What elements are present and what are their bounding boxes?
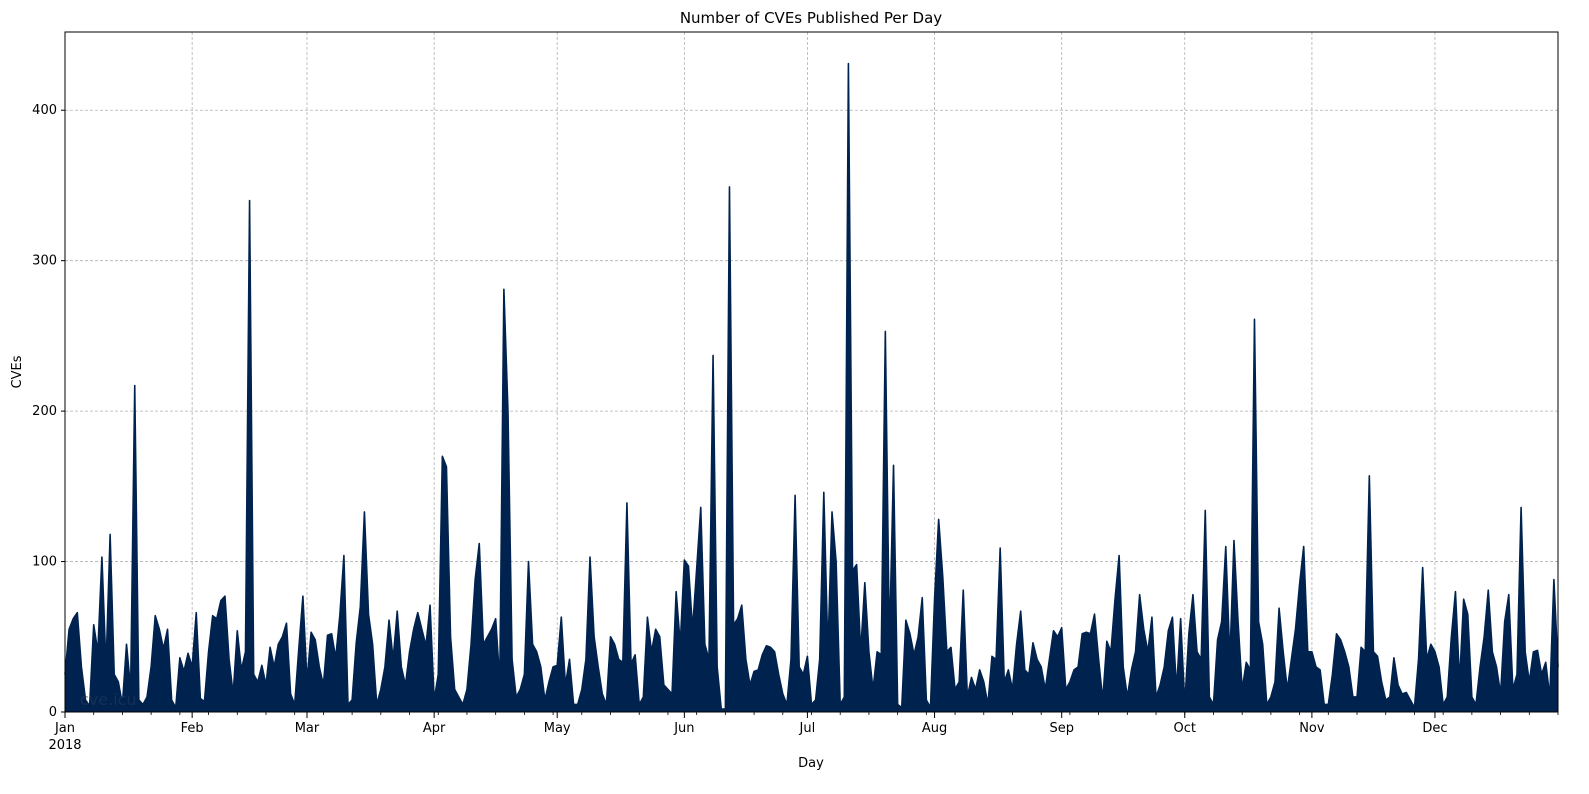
x-tick-label: Aug <box>922 721 947 736</box>
plot-frame <box>64 31 1559 713</box>
y-axis-label: CVEs <box>10 355 25 388</box>
cves-area-series <box>65 63 1558 712</box>
y-tick-label: 0 <box>49 705 57 720</box>
watermark-text: cve.icu <box>80 690 137 709</box>
x-axis-year-label: 2018 <box>48 738 81 753</box>
x-tick-label: Dec <box>1422 721 1447 736</box>
x-tick-label: Mar <box>295 721 320 736</box>
grid-layer <box>65 32 1558 712</box>
x-tick-label: Oct <box>1174 721 1196 736</box>
y-tick-label: 400 <box>32 103 57 118</box>
chart-title: Number of CVEs Published Per Day <box>680 9 942 27</box>
x-tick-label: Jun <box>673 721 694 736</box>
plot-layer <box>64 62 1559 712</box>
x-tick-label: Jul <box>799 721 816 736</box>
cves-line-series <box>64 62 1559 710</box>
x-tick-label: Apr <box>423 721 446 736</box>
x-tick-label: Jan <box>54 721 75 736</box>
y-tick-label: 300 <box>32 254 57 269</box>
x-tick-label: Nov <box>1299 721 1325 736</box>
x-tick-label: May <box>544 721 571 736</box>
y-tick-label: 200 <box>32 404 57 419</box>
x-tick-label: Sep <box>1049 721 1074 736</box>
x-axis-label: Day <box>798 756 824 771</box>
x-tick-label: Feb <box>181 721 204 736</box>
y-tick-label: 100 <box>32 555 57 570</box>
axis-layer: 0 100 200 300 400 Jan Feb Mar Apr May Jun Jul Aug Sep… <box>32 103 1559 736</box>
